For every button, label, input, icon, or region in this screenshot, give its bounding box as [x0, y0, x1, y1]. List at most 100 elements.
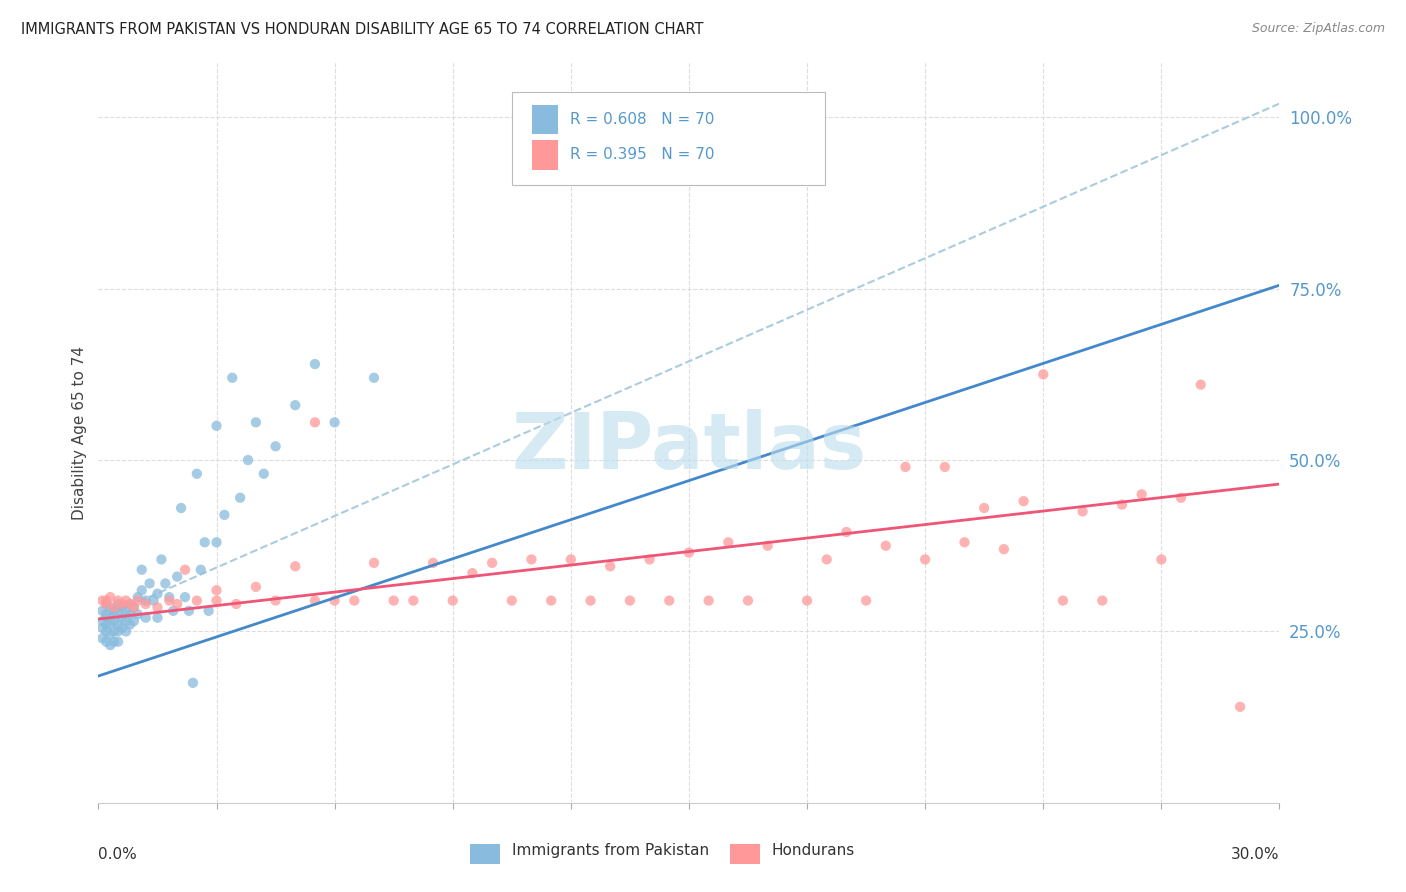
- Point: [135, 593, 157, 607]
- Point: [146, 587, 169, 601]
- Point: [91, 593, 114, 607]
- Point: [150, 552, 173, 566]
- Point: [111, 621, 134, 635]
- Point: [914, 552, 936, 566]
- Point: [103, 600, 125, 615]
- Point: [253, 467, 276, 481]
- Point: [96, 617, 118, 632]
- Point: [461, 566, 484, 581]
- Point: [98, 610, 121, 624]
- Point: [96, 593, 118, 607]
- Point: [1032, 368, 1054, 382]
- Point: [194, 535, 217, 549]
- Point: [107, 617, 129, 632]
- Point: [264, 593, 287, 607]
- Point: [135, 610, 157, 624]
- Point: [560, 552, 582, 566]
- FancyBboxPatch shape: [512, 92, 825, 185]
- Point: [157, 590, 180, 604]
- Point: [98, 628, 121, 642]
- Point: [441, 593, 464, 607]
- Point: [229, 491, 252, 505]
- Point: [205, 583, 228, 598]
- Point: [304, 593, 326, 607]
- Point: [875, 539, 897, 553]
- Point: [520, 552, 543, 566]
- Point: [815, 552, 838, 566]
- Point: [115, 624, 138, 639]
- Point: [177, 604, 200, 618]
- Point: [1012, 494, 1035, 508]
- Point: [174, 590, 197, 604]
- Point: [264, 439, 287, 453]
- Point: [205, 418, 228, 433]
- Point: [127, 590, 149, 604]
- Point: [96, 597, 118, 611]
- Point: [174, 563, 197, 577]
- Point: [96, 624, 118, 639]
- Point: [131, 583, 153, 598]
- Point: [91, 621, 114, 635]
- Point: [1130, 487, 1153, 501]
- Text: R = 0.395   N = 70: R = 0.395 N = 70: [569, 147, 714, 162]
- Point: [170, 501, 193, 516]
- Point: [115, 614, 138, 628]
- Point: [98, 600, 121, 615]
- Point: [107, 634, 129, 648]
- Text: Immigrants from Pakistan: Immigrants from Pakistan: [512, 844, 709, 858]
- Point: [1150, 552, 1173, 566]
- Bar: [531, 104, 558, 135]
- Point: [323, 415, 346, 429]
- Point: [697, 593, 720, 607]
- Y-axis label: Disability Age 65 to 74: Disability Age 65 to 74: [72, 345, 87, 520]
- Point: [190, 563, 212, 577]
- Point: [118, 597, 141, 611]
- Point: [96, 597, 118, 611]
- Point: [304, 415, 326, 429]
- Point: [1052, 593, 1074, 607]
- Point: [1170, 491, 1192, 505]
- Point: [98, 617, 121, 632]
- Point: [540, 593, 562, 607]
- Text: Source: ZipAtlas.com: Source: ZipAtlas.com: [1251, 22, 1385, 36]
- Point: [796, 593, 818, 607]
- Point: [146, 600, 169, 615]
- Point: [214, 508, 236, 522]
- Point: [166, 597, 188, 611]
- Point: [382, 593, 405, 607]
- Point: [157, 593, 180, 607]
- Point: [103, 604, 125, 618]
- Point: [1229, 699, 1251, 714]
- Text: IMMIGRANTS FROM PAKISTAN VS HONDURAN DISABILITY AGE 65 TO 74 CORRELATION CHART: IMMIGRANTS FROM PAKISTAN VS HONDURAN DIS…: [21, 22, 703, 37]
- Point: [111, 610, 134, 624]
- Text: R = 0.608   N = 70: R = 0.608 N = 70: [569, 112, 714, 127]
- Point: [993, 542, 1015, 557]
- Point: [107, 607, 129, 622]
- Point: [122, 600, 145, 615]
- Point: [756, 539, 779, 553]
- Point: [91, 614, 114, 628]
- Point: [91, 632, 114, 646]
- Point: [98, 590, 121, 604]
- Point: [162, 604, 184, 618]
- Text: Hondurans: Hondurans: [772, 844, 855, 858]
- Point: [658, 593, 681, 607]
- Point: [98, 638, 121, 652]
- Point: [122, 614, 145, 628]
- Text: ZIPatlas: ZIPatlas: [512, 409, 866, 485]
- Point: [146, 610, 169, 624]
- Point: [284, 559, 307, 574]
- Point: [107, 624, 129, 639]
- Point: [91, 604, 114, 618]
- Point: [118, 617, 141, 632]
- Point: [973, 501, 995, 516]
- Text: 30.0%: 30.0%: [1232, 847, 1279, 863]
- Point: [127, 593, 149, 607]
- Point: [186, 593, 208, 607]
- Point: [122, 600, 145, 615]
- Point: [638, 552, 661, 566]
- Point: [481, 556, 503, 570]
- Bar: [471, 844, 501, 864]
- Point: [96, 634, 118, 648]
- Point: [205, 535, 228, 549]
